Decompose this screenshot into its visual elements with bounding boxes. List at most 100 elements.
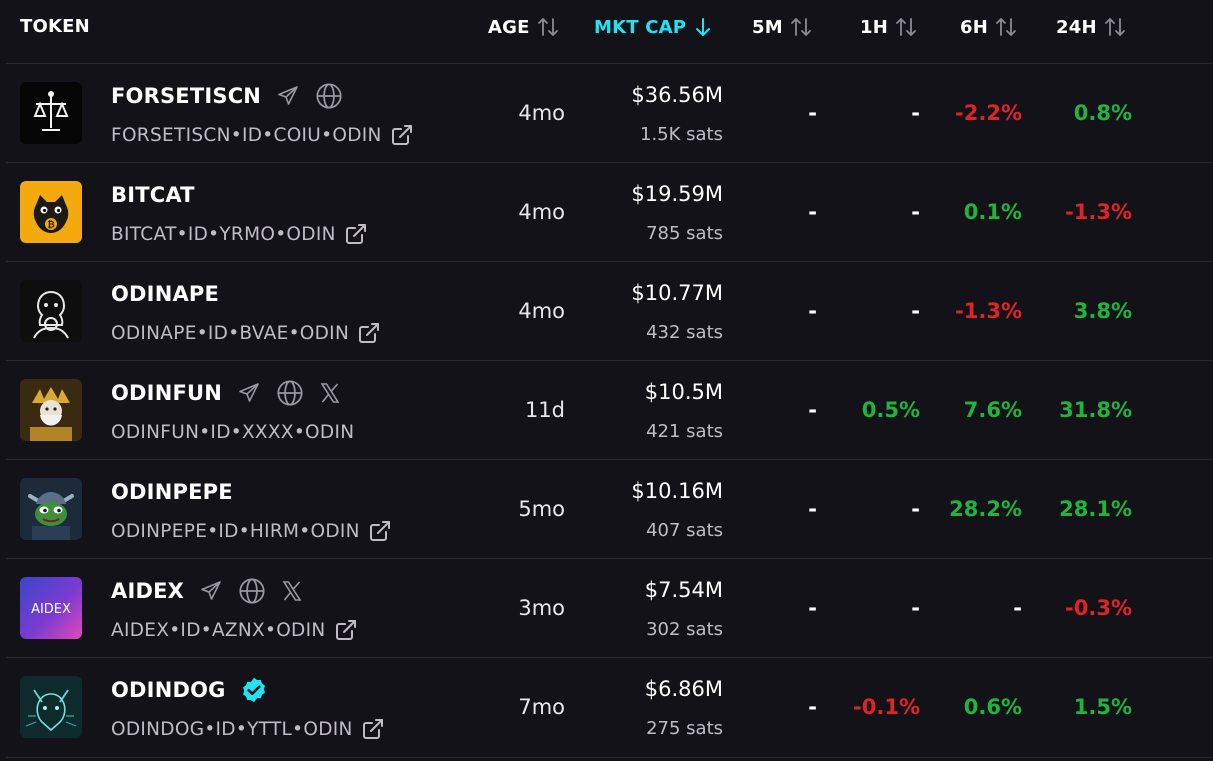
token-id: ODINAPE•ID•BVAE•ODIN [111,322,350,344]
token-name[interactable]: ODINFUN [111,381,223,405]
telegram-icon[interactable] [236,381,262,405]
market-cap: $10.16M [631,479,723,503]
change-24h: -1.3% [1065,200,1132,224]
change-6h: -1.3% [955,299,1022,323]
x-icon[interactable] [280,579,304,603]
change-24h: 0.8% [1073,101,1132,125]
globe-icon[interactable] [238,577,266,605]
token-name[interactable]: ODINAPE [111,282,220,306]
token-id: BITCAT•ID•YRMO•ODIN [111,223,336,245]
change-24h: 3.8% [1073,299,1132,323]
telegram-icon[interactable] [198,579,224,603]
change-5m: - [808,497,817,521]
table-row[interactable]: AIDEX AIDEX AIDEX•ID•AZNX•ODIN 3mo $7.54… [6,558,1213,658]
column-header-6h[interactable]: 6H [960,16,1018,38]
change-6h: 28.2% [949,497,1022,521]
token-id: ODINDOG•ID•YTTL•ODIN [111,718,353,740]
token-name[interactable]: BITCAT [111,183,195,207]
token-avatar [20,82,82,144]
change-1h: - [911,101,920,125]
token-id: AIDEX•ID•AZNX•ODIN [111,619,326,641]
token-age: 5mo [518,497,565,521]
price-sats: 302 sats [646,619,723,640]
column-header-1h[interactable]: 1H [860,16,918,38]
change-1h: - [911,299,920,323]
change-1h: - [911,596,920,620]
token-avatar [20,478,82,540]
token-id: ODINPEPE•ID•HIRM•ODIN [111,520,360,542]
change-6h: 0.1% [963,200,1022,224]
table-row[interactable]: ₿ BITCAT BITCAT•ID•YRMO•ODIN 4mo $19.59M… [6,162,1213,262]
external-link-icon[interactable] [361,717,385,741]
column-header-token: TOKEN [20,16,90,37]
table-row[interactable]: ODINAPE ODINAPE•ID•BVAE•ODIN 4mo $10.77M… [6,261,1213,361]
sort-icon[interactable] [1103,16,1127,38]
external-link-icon[interactable] [390,123,414,147]
price-sats: 785 sats [646,223,723,244]
change-6h: - [1013,596,1022,620]
market-cap: $36.56M [631,83,723,107]
token-avatar [20,379,82,441]
token-age: 7mo [518,695,565,719]
change-1h: -0.1% [853,695,920,719]
column-header-5m[interactable]: 5M [752,16,813,38]
globe-icon[interactable] [276,379,304,407]
table-row[interactable]: ODINFUN ODINFUN•ID•XXXX•ODIN 11d $10.5M … [6,360,1213,460]
token-name[interactable]: FORSETISCN [111,84,262,108]
external-link-icon[interactable] [368,519,392,543]
change-24h: -0.3% [1065,596,1132,620]
telegram-icon[interactable] [275,84,301,108]
sort-icon[interactable] [536,16,560,38]
change-5m: - [808,200,817,224]
price-sats: 1.5K sats [640,124,723,145]
change-1h: 0.5% [861,398,920,422]
x-icon[interactable] [318,381,342,405]
change-5m: - [808,398,817,422]
column-header-age[interactable]: AGE [488,16,560,38]
arrow-down-icon[interactable] [692,16,714,38]
market-cap: $10.77M [631,281,723,305]
token-age: 4mo [518,200,565,224]
market-cap: $19.59M [631,182,723,206]
token-id: FORSETISCN•ID•COIU•ODIN [111,124,382,146]
globe-icon[interactable] [315,82,343,110]
change-5m: - [808,299,817,323]
change-24h: 28.1% [1059,497,1132,521]
token-age: 3mo [518,596,565,620]
table-header: TOKEN AGE MKT CAP 5M 1H [0,0,1213,58]
table-row[interactable]: ODINDOG ODINDOG•ID•YTTL•ODIN 7mo $6.86M … [6,657,1213,758]
svg-text:AIDEX: AIDEX [31,602,71,617]
market-cap: $7.54M [644,578,723,602]
sort-icon[interactable] [994,16,1018,38]
change-5m: - [808,596,817,620]
sort-icon[interactable] [789,16,813,38]
change-5m: - [808,695,817,719]
token-age: 4mo [518,299,565,323]
price-sats: 421 sats [646,421,723,442]
change-24h: 1.5% [1073,695,1132,719]
token-age: 4mo [518,101,565,125]
sort-icon[interactable] [894,16,918,38]
change-6h: -2.2% [955,101,1022,125]
price-sats: 407 sats [646,520,723,541]
token-avatar [20,280,82,342]
change-1h: - [911,200,920,224]
token-name[interactable]: ODINDOG [111,678,226,702]
token-name[interactable]: ODINPEPE [111,480,233,504]
price-sats: 432 sats [646,322,723,343]
table-row[interactable]: FORSETISCN FORSETISCN•ID•COIU•ODIN 4mo $… [6,63,1213,163]
column-header-mkt-cap[interactable]: MKT CAP [594,16,714,38]
token-avatar [20,676,82,738]
token-avatar: AIDEX [20,577,82,639]
token-age: 11d [524,398,565,422]
external-link-icon[interactable] [334,618,358,642]
column-header-24h[interactable]: 24H [1056,16,1127,38]
token-name[interactable]: AIDEX [111,579,185,603]
market-cap: $10.5M [644,380,723,404]
external-link-icon[interactable] [344,222,368,246]
change-6h: 0.6% [963,695,1022,719]
table-row[interactable]: ODINPEPE ODINPEPE•ID•HIRM•ODIN 5mo $10.1… [6,459,1213,559]
change-1h: - [911,497,920,521]
external-link-icon[interactable] [357,321,381,345]
